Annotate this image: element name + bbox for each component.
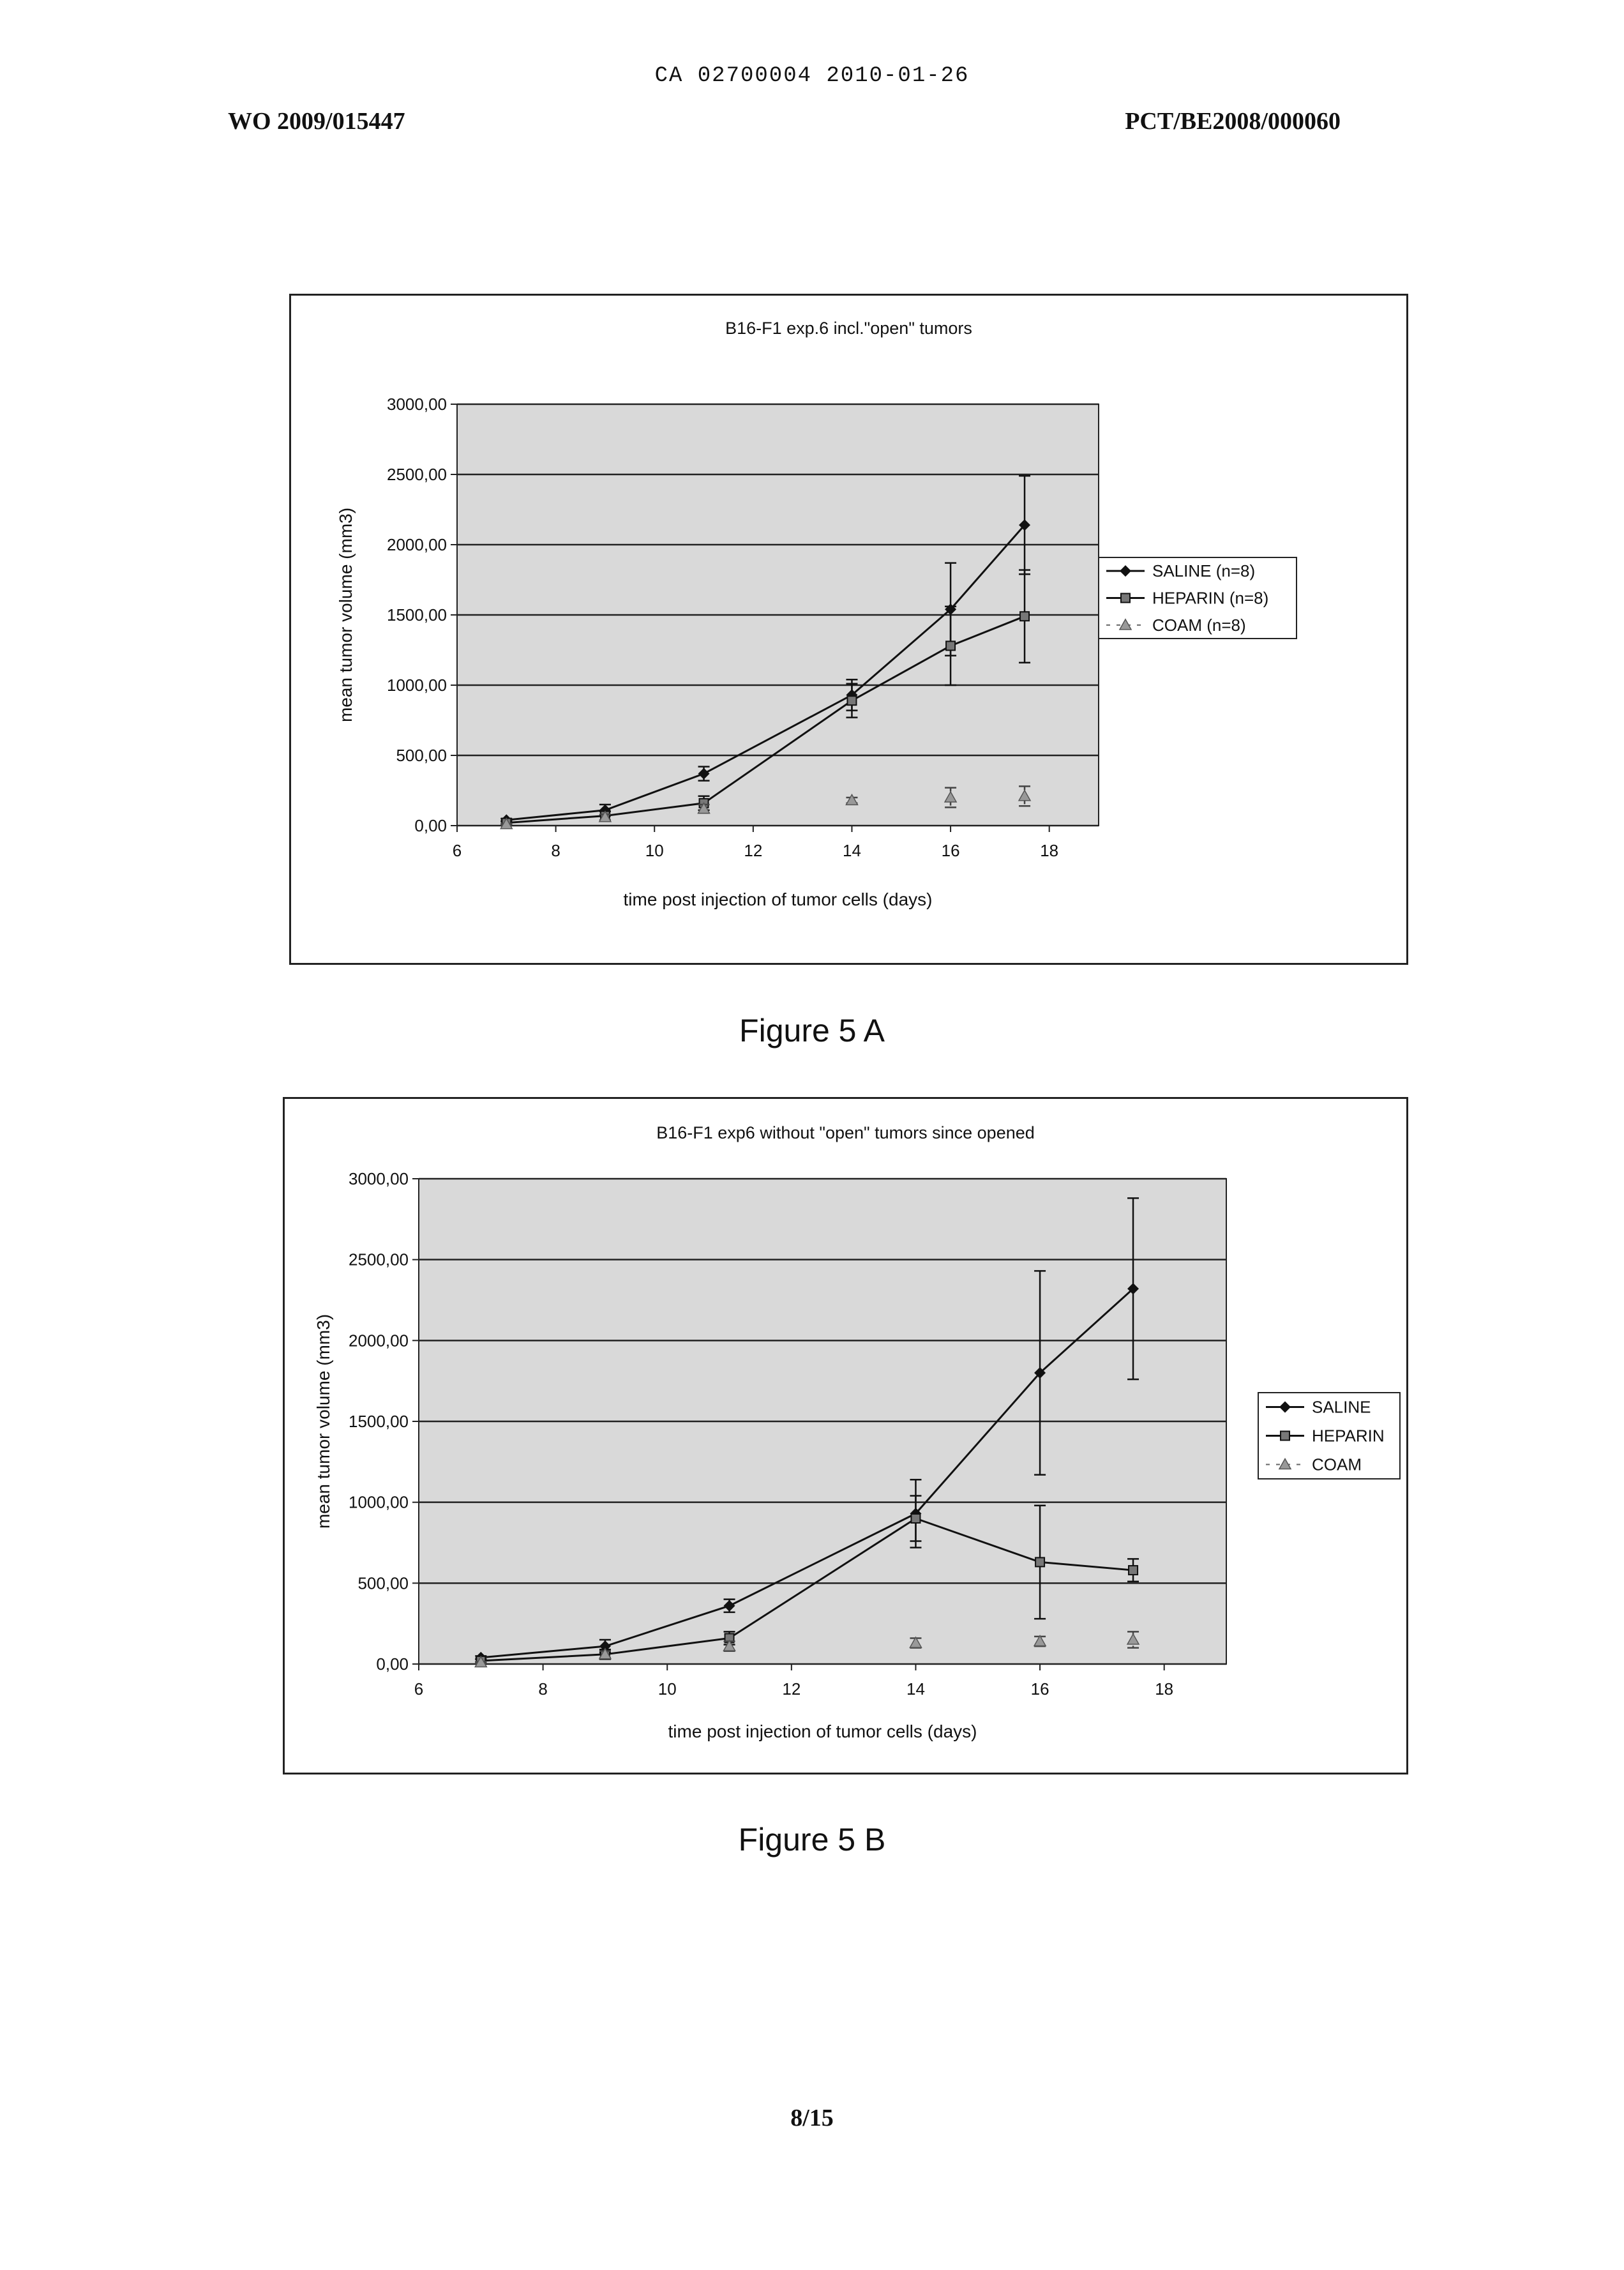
legend-marker	[1281, 1432, 1289, 1441]
x-tick-label: 10	[658, 1679, 677, 1699]
y-tick-label: 1000,00	[349, 1493, 409, 1512]
x-tick-label: 14	[843, 841, 861, 860]
chart-title: B16-F1 exp.6 incl."open" tumors	[725, 319, 972, 338]
legend-marker	[1121, 594, 1130, 603]
x-tick-label: 12	[782, 1679, 801, 1699]
x-tick-label: 6	[414, 1679, 423, 1699]
y-tick-label: 1500,00	[349, 1412, 409, 1431]
y-tick-label: 500,00	[396, 746, 447, 765]
application-number: PCT/BE2008/000060	[1125, 107, 1341, 135]
legend-label: COAM (n=8)	[1152, 616, 1246, 635]
figure-5a-chart-frame: B16-F1 exp.6 incl."open" tumors 0,00 500,0…	[289, 294, 1408, 965]
y-tick-label: 2500,00	[387, 465, 447, 484]
legend-label: HEPARIN	[1312, 1426, 1385, 1446]
figure-5a-chart: B16-F1 exp.6 incl."open" tumors 0,00 500,0…	[291, 296, 1406, 963]
y-tick-label: 1000,00	[387, 676, 447, 695]
chart-title: B16-F1 exp6 without "open" tumors since …	[656, 1123, 1035, 1142]
x-tick-label: 16	[1031, 1679, 1049, 1699]
y-tick-label: 2000,00	[349, 1331, 409, 1350]
legend: SALINE (n=8) HEPARIN (n=8) COAM (n=8)	[1099, 557, 1297, 639]
data-point	[1020, 612, 1029, 621]
legend-label: COAM	[1312, 1455, 1362, 1474]
figure-5b-caption: Figure 5 B	[0, 1821, 1624, 1858]
figure-5b-chart-frame: B16-F1 exp6 without "open" tumors since …	[283, 1097, 1408, 1774]
legend-label: SALINE (n=8)	[1152, 561, 1255, 580]
x-tick-label: 8	[551, 841, 560, 860]
data-point	[847, 696, 856, 705]
x-tick-label: 6	[453, 841, 462, 860]
x-tick-label: 16	[942, 841, 960, 860]
data-point	[911, 1514, 920, 1523]
x-tick-label: 12	[744, 841, 762, 860]
data-point	[946, 641, 955, 650]
y-tick-label: 0,00	[414, 816, 447, 835]
document-id-center: CA 02700004 2010-01-26	[0, 64, 1624, 88]
y-tick-label: 2000,00	[387, 535, 447, 554]
x-tick-label: 10	[645, 841, 664, 860]
page-number: 8/15	[0, 2104, 1624, 2132]
y-tick-label: 2500,00	[349, 1250, 409, 1269]
y-tick-label: 0,00	[376, 1654, 409, 1674]
y-tick-label: 500,00	[357, 1573, 409, 1593]
x-tick-label: 14	[906, 1679, 925, 1699]
y-axis-label: mean tumor volume (mm3)	[313, 1314, 333, 1529]
data-point	[1035, 1557, 1044, 1566]
y-axis-label: mean tumor volume (mm3)	[336, 508, 356, 722]
x-axis-label: time post injection of tumor cells (days…	[624, 889, 933, 909]
x-axis-label: time post injection of tumor cells (days…	[668, 1721, 977, 1741]
x-tick-label: 18	[1040, 841, 1058, 860]
x-tick-label: 18	[1155, 1679, 1173, 1699]
legend-label: HEPARIN (n=8)	[1152, 589, 1268, 608]
y-tick-label: 1500,00	[387, 605, 447, 624]
y-tick-label: 3000,00	[387, 395, 447, 414]
publication-number: WO 2009/015447	[228, 107, 405, 135]
legend: SALINE HEPARIN COAM	[1258, 1393, 1400, 1479]
y-tick-label: 3000,00	[349, 1169, 409, 1188]
figure-5b-chart: B16-F1 exp6 without "open" tumors since …	[285, 1099, 1406, 1773]
figure-5a-caption: Figure 5 A	[0, 1012, 1624, 1049]
x-tick-label: 8	[538, 1679, 547, 1699]
data-point	[1129, 1566, 1138, 1575]
legend-label: SALINE	[1312, 1398, 1371, 1417]
